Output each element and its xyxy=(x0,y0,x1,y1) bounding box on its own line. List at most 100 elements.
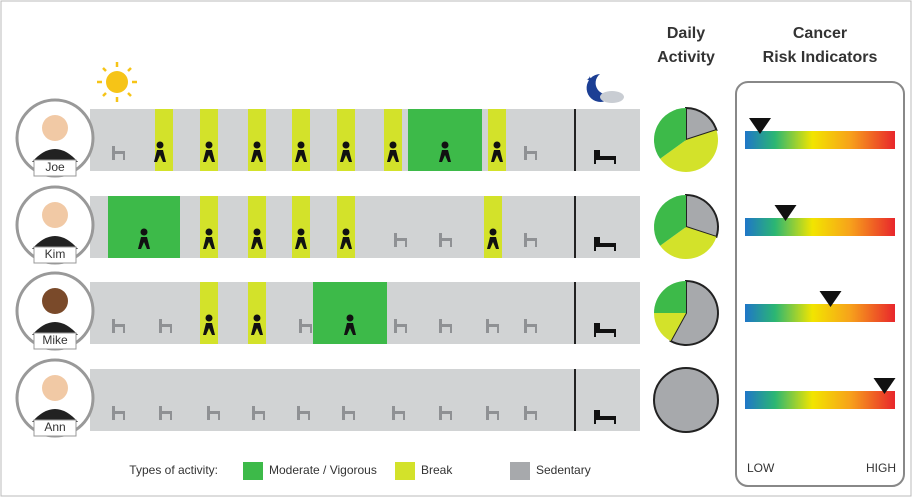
sedentary-icon xyxy=(394,319,407,333)
activity-icon xyxy=(439,150,451,162)
activity-icon xyxy=(342,141,350,149)
sedentary-icon xyxy=(297,406,310,420)
activity-icon xyxy=(387,150,399,162)
sedentary-icon xyxy=(159,406,172,420)
risk-marker xyxy=(774,205,797,221)
risk-panel xyxy=(735,81,905,487)
activity-icon xyxy=(156,141,164,149)
activity-icon xyxy=(253,314,261,322)
legend-label: Moderate / Vigorous xyxy=(269,463,377,477)
timeline-strip xyxy=(90,369,640,431)
avatar-body xyxy=(32,236,78,249)
pie-slice xyxy=(654,108,686,159)
activity-icon xyxy=(493,141,501,149)
activity-icon xyxy=(344,323,356,335)
avatar-head xyxy=(42,375,68,401)
break-segment xyxy=(200,196,218,258)
sedentary-icon xyxy=(112,406,125,420)
pie-slice xyxy=(653,367,719,433)
active-segment xyxy=(108,196,180,258)
activity-icon xyxy=(251,323,263,335)
moon-icon: ✦ xyxy=(586,74,624,103)
activity-icon xyxy=(491,150,503,162)
pie-slice xyxy=(660,227,717,260)
person-row: Ann xyxy=(15,358,896,438)
person-row: Kim xyxy=(15,185,895,265)
risk-marker xyxy=(749,118,771,134)
activity-icon xyxy=(203,237,215,249)
risk-low-label: LOW xyxy=(747,461,775,475)
bed-icon xyxy=(594,323,616,337)
bed-icon xyxy=(594,237,616,251)
sedentary-icon xyxy=(394,233,407,247)
activity-icon xyxy=(251,150,263,162)
activity-icon xyxy=(487,237,499,249)
break-segment xyxy=(292,196,310,258)
activity-icon xyxy=(138,237,150,249)
activity-icon xyxy=(389,141,397,149)
activity-icon xyxy=(297,228,305,236)
legend-swatch xyxy=(510,462,530,480)
person-name: Mike xyxy=(42,333,68,347)
risk-title: Cancer Risk Indicators xyxy=(763,25,878,66)
activity-icon xyxy=(295,150,307,162)
sedentary-icon xyxy=(299,319,312,333)
active-segment xyxy=(313,282,387,344)
sedentary-icon xyxy=(524,146,537,160)
name-tag xyxy=(33,332,77,350)
sedentary-icon xyxy=(486,319,499,333)
break-segment xyxy=(248,109,266,171)
break-segment xyxy=(384,109,402,171)
risk-gradient xyxy=(745,218,895,236)
break-segment xyxy=(488,109,506,171)
sedentary-icon xyxy=(524,319,537,333)
risk-gradient xyxy=(745,304,895,322)
activity-icon xyxy=(342,228,350,236)
activity-icon xyxy=(253,228,261,236)
legend-title: Types of activity: xyxy=(129,463,218,477)
sedentary-icon xyxy=(486,406,499,420)
name-tag xyxy=(33,419,77,437)
activity-icon xyxy=(340,237,352,249)
activity-icon xyxy=(253,141,261,149)
sun-icon xyxy=(97,62,137,102)
risk-gradient xyxy=(745,131,895,149)
activity-icon xyxy=(297,141,305,149)
activity-icon xyxy=(205,228,213,236)
activity-icon xyxy=(251,237,263,249)
activity-icon xyxy=(203,150,215,162)
risk-gradient xyxy=(745,391,895,409)
risk-marker xyxy=(819,291,842,307)
person-name: Joe xyxy=(45,160,65,174)
break-segment xyxy=(248,196,266,258)
break-segment xyxy=(337,196,355,258)
avatar-body xyxy=(32,322,78,335)
activity-icon xyxy=(205,314,213,322)
pie-slice xyxy=(654,281,686,313)
timeline-strip xyxy=(90,109,640,171)
sedentary-icon xyxy=(112,146,125,160)
pie-slice xyxy=(654,313,686,342)
sedentary-icon xyxy=(252,406,265,420)
name-tag xyxy=(33,159,77,177)
name-tag xyxy=(33,246,77,264)
activity-title: Daily Activity xyxy=(657,25,715,66)
activity-icon xyxy=(203,323,215,335)
sedentary-icon xyxy=(342,406,355,420)
sedentary-icon xyxy=(439,233,452,247)
break-segment xyxy=(248,282,266,344)
pie-slice xyxy=(669,279,719,346)
break-segment xyxy=(337,109,355,171)
sedentary-icon xyxy=(439,319,452,333)
activity-icon xyxy=(295,237,307,249)
timeline-strip xyxy=(90,196,640,258)
avatar-body xyxy=(32,149,78,162)
person-name: Kim xyxy=(45,247,66,261)
activity-icon xyxy=(154,150,166,162)
break-segment xyxy=(484,196,502,258)
activity-icon xyxy=(441,141,449,149)
risk-marker xyxy=(873,378,896,394)
pie-slice xyxy=(685,106,718,142)
sedentary-icon xyxy=(159,319,172,333)
sedentary-icon xyxy=(112,319,125,333)
